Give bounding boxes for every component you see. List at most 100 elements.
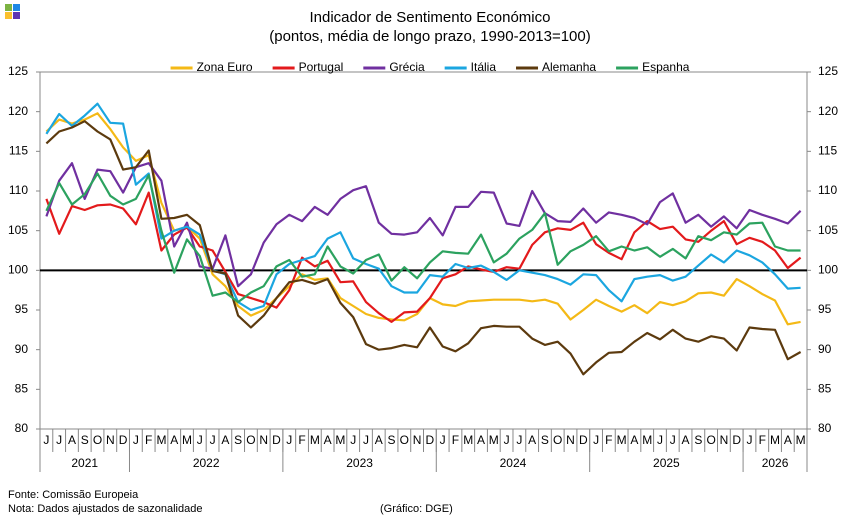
- x-tick-label: A: [477, 433, 485, 447]
- y2-tick-label: 120: [818, 104, 838, 118]
- y2-tick-label: 105: [818, 223, 838, 237]
- x-tick-label: A: [528, 433, 536, 447]
- x-tick-label: F: [605, 433, 612, 447]
- x-tick-label: F: [759, 433, 766, 447]
- y-tick-label: 110: [9, 183, 28, 197]
- y-tick-label: 80: [15, 421, 29, 435]
- legend-label: Grécia: [389, 60, 425, 74]
- x-tick-label: D: [272, 433, 281, 447]
- y2-tick-label: 90: [818, 342, 832, 356]
- x-tick-label: J: [363, 433, 369, 447]
- legend-label: Itália: [471, 60, 497, 74]
- x-tick-label: O: [553, 433, 562, 447]
- y-tick-label: 115: [9, 144, 28, 158]
- legend-label: Zona Euro: [197, 60, 253, 74]
- y2-tick-label: 100: [818, 263, 838, 277]
- series-line: [45, 162, 802, 288]
- chart-subtitle: (pontos, média de longo prazo, 1990-2013…: [269, 28, 590, 45]
- x-tick-label: M: [642, 433, 652, 447]
- x-group-label: 2025: [653, 456, 680, 470]
- series-line: [45, 172, 801, 304]
- note: Nota: Dados ajustados de sazonalidade: [8, 503, 202, 515]
- x-tick-label: M: [770, 433, 780, 447]
- x-tick-label: J: [56, 433, 62, 447]
- y-tick-label: 120: [8, 104, 28, 118]
- x-tick-label: N: [259, 433, 268, 447]
- x-tick-label: N: [720, 433, 729, 447]
- x-tick-label: D: [579, 433, 588, 447]
- x-tick-label: A: [630, 433, 638, 447]
- x-tick-label: A: [221, 433, 229, 447]
- x-tick-label: M: [156, 433, 166, 447]
- x-tick-label: D: [426, 433, 435, 447]
- plot-frame: [39, 71, 808, 430]
- x-tick-label: O: [706, 433, 715, 447]
- x-tick-label: J: [670, 433, 676, 447]
- x-tick-label: A: [324, 433, 332, 447]
- legend-label: Espanha: [642, 60, 690, 74]
- y-tick-label: 90: [15, 342, 29, 356]
- x-tick-label: J: [657, 433, 663, 447]
- x-tick-label: J: [746, 433, 752, 447]
- y-tick-label: 105: [8, 223, 28, 237]
- series-line: [45, 120, 802, 376]
- y-tick-label: 100: [8, 263, 28, 277]
- y2-tick-label: 80: [818, 421, 832, 435]
- x-tick-label: J: [210, 433, 216, 447]
- x-tick-label: J: [516, 433, 522, 447]
- x-tick-label: N: [413, 433, 422, 447]
- y-tick-label: 85: [15, 382, 29, 396]
- x-group-label: 2026: [762, 456, 789, 470]
- x-tick-label: J: [43, 433, 49, 447]
- x-tick-label: A: [375, 433, 383, 447]
- x-tick-label: A: [170, 433, 178, 447]
- x-tick-label: D: [732, 433, 741, 447]
- legend-label: Portugal: [299, 60, 344, 74]
- x-tick-label: S: [388, 433, 396, 447]
- x-tick-label: D: [119, 433, 128, 447]
- x-tick-label: J: [440, 433, 446, 447]
- x-tick-label: M: [463, 433, 473, 447]
- legend-label: Alemanha: [542, 60, 596, 74]
- x-tick-label: J: [593, 433, 599, 447]
- x-group-label: 2023: [346, 456, 373, 470]
- y-tick-label: 95: [15, 302, 29, 316]
- x-tick-label: J: [350, 433, 356, 447]
- x-tick-label: J: [197, 433, 203, 447]
- y2-tick-label: 125: [818, 64, 838, 78]
- logo: [5, 4, 12, 11]
- x-tick-label: A: [682, 433, 690, 447]
- credit: (Gráfico: DGE): [380, 503, 453, 515]
- x-group-label: 2021: [71, 456, 98, 470]
- logo: [13, 4, 20, 11]
- x-tick-label: A: [68, 433, 76, 447]
- y-tick-label: 125: [8, 64, 28, 78]
- y2-tick-label: 85: [818, 382, 832, 396]
- x-tick-label: M: [182, 433, 192, 447]
- series-line: [45, 102, 801, 312]
- y2-tick-label: 110: [818, 183, 837, 197]
- x-group-label: 2022: [193, 456, 220, 470]
- x-tick-label: J: [504, 433, 510, 447]
- x-tick-label: S: [694, 433, 702, 447]
- x-tick-label: S: [81, 433, 89, 447]
- x-tick-label: S: [541, 433, 549, 447]
- y2-tick-label: 95: [818, 302, 832, 316]
- x-tick-label: M: [796, 433, 806, 447]
- x-tick-label: O: [93, 433, 102, 447]
- logo: [13, 12, 20, 19]
- x-tick-label: F: [452, 433, 459, 447]
- x-tick-label: F: [298, 433, 305, 447]
- y2-tick-label: 115: [818, 144, 837, 158]
- x-tick-label: A: [784, 433, 792, 447]
- x-tick-label: M: [335, 433, 345, 447]
- logo: [5, 12, 12, 19]
- x-tick-label: O: [400, 433, 409, 447]
- chart-title: Indicador de Sentimento Económico: [310, 9, 551, 26]
- x-tick-label: J: [133, 433, 139, 447]
- x-tick-label: M: [310, 433, 320, 447]
- x-tick-label: M: [489, 433, 499, 447]
- x-tick-label: S: [234, 433, 242, 447]
